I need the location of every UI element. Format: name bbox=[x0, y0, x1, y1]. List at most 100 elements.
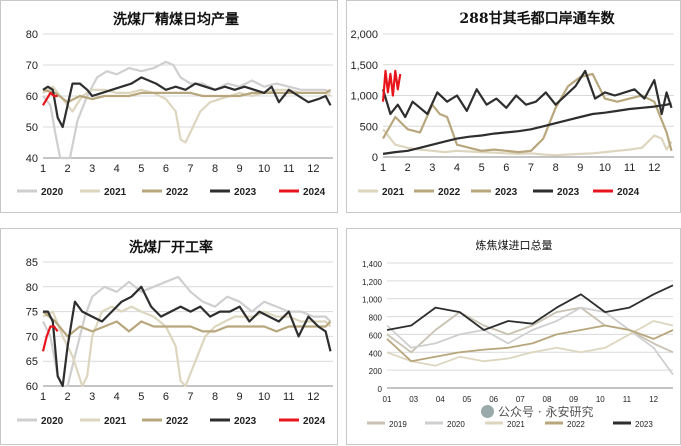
chart-title: 洗煤厂开工率 bbox=[129, 239, 213, 256]
y-tick-label: 70 bbox=[26, 60, 38, 72]
x-tick-label: 11 bbox=[283, 163, 294, 175]
series-line-2023 bbox=[382, 102, 672, 155]
x-tick-label: 12 bbox=[649, 395, 658, 404]
x-tick-label: 2 bbox=[405, 162, 411, 174]
y-tick-label: 400 bbox=[369, 349, 383, 358]
legend-label: 2023 bbox=[234, 416, 257, 427]
y-tick-label: 500 bbox=[360, 121, 378, 133]
chart-panel-daily-output: 洗煤厂精煤日均产量 80 70 60 50 40 1 2 3 4 5 6 7 8 9 10 11 12 2020 20… bbox=[0, 0, 338, 213]
x-tick-label: 9 bbox=[237, 391, 243, 403]
x-tick-label: 11 bbox=[624, 162, 635, 174]
legend-label: 2020 bbox=[447, 420, 465, 429]
x-tick-label: 2 bbox=[65, 391, 71, 403]
x-tick-label: 5 bbox=[138, 163, 144, 175]
series-line-2023 bbox=[43, 285, 332, 388]
y-tick-label: 40 bbox=[26, 153, 38, 165]
legend-label: 2023 bbox=[635, 420, 653, 429]
legend-label: 2022 bbox=[438, 187, 461, 198]
series-line-2021 bbox=[386, 320, 674, 367]
x-tick-label: 03 bbox=[409, 395, 418, 404]
x-tick-label: 1 bbox=[40, 163, 46, 175]
legend-label: 2024 bbox=[303, 416, 326, 427]
x-tick-label: 12 bbox=[307, 391, 319, 403]
series-line-2022 bbox=[382, 72, 673, 154]
series-line-2023 bbox=[386, 284, 674, 331]
legend-label: 2020 bbox=[41, 187, 64, 198]
x-tick-label: 6 bbox=[503, 162, 509, 174]
x-tick-label: 06 bbox=[489, 395, 498, 404]
x-tick-label: 12 bbox=[307, 163, 319, 175]
legend-label: 2021 bbox=[104, 187, 127, 198]
series-line-2023b bbox=[381, 69, 673, 119]
legend-label: 2023 bbox=[234, 187, 257, 198]
series-line-2021 bbox=[382, 128, 673, 157]
x-tick-label: 12 bbox=[648, 162, 660, 174]
y-tick-label: 1,200 bbox=[362, 278, 383, 287]
x-tick-label: 08 bbox=[543, 395, 552, 404]
y-tick-label: 1,500 bbox=[350, 60, 378, 72]
chart-title: 288甘其毛都口岸通车数 bbox=[459, 10, 615, 27]
series-line-2022 bbox=[42, 310, 332, 338]
series-line-2021 bbox=[42, 85, 332, 144]
x-tick-label: 7 bbox=[187, 391, 193, 403]
x-tick-label: 10 bbox=[258, 163, 270, 175]
legend-label: 2020 bbox=[41, 416, 64, 427]
x-tick-label: 1 bbox=[40, 391, 46, 403]
x-tick-label: 10 bbox=[258, 391, 270, 403]
y-tick-label: 80 bbox=[26, 282, 38, 294]
x-tick-label: 8 bbox=[212, 163, 218, 175]
series-line-2022 bbox=[42, 88, 332, 104]
y-tick-label: 0 bbox=[378, 385, 383, 394]
x-tick-label: 6 bbox=[163, 163, 169, 175]
chart-svg-coking-coal-imports: 炼焦煤进口总量 1,400 1,200 1,000 800 600 400 200 001 03 0… bbox=[362, 238, 674, 429]
chart-panel-port-trucks: 288甘其毛都口岸通车数 2,000 1,500 1,000 500 0 1 2 3 4 5 6 7 8 9… bbox=[346, 0, 681, 213]
x-tick-label: 9 bbox=[237, 163, 243, 175]
y-tick-label: 1,000 bbox=[362, 296, 383, 305]
x-tick-label: 7 bbox=[187, 163, 193, 175]
chart-panel-operating-rate: 洗煤厂开工率 85 80 75 70 65 60 1 2 3 4 5 6 7 8 9 10 11 12 2020 202… bbox=[0, 228, 338, 445]
y-tick-label: 2,000 bbox=[350, 29, 378, 41]
y-tick-label: 600 bbox=[369, 331, 383, 340]
x-tick-label: 3 bbox=[429, 162, 435, 174]
series-line-2024 bbox=[41, 325, 59, 352]
legend-label: 2019 bbox=[389, 420, 407, 429]
legend-label: 2021 bbox=[382, 187, 405, 198]
series-line-2021 bbox=[42, 305, 332, 388]
x-tick-label: 9 bbox=[577, 162, 583, 174]
x-tick-label: 4 bbox=[454, 162, 460, 174]
x-tick-label: 8 bbox=[553, 162, 559, 174]
y-tick-label: 0 bbox=[372, 152, 378, 164]
series-line-2020 bbox=[42, 60, 332, 160]
y-tick-label: 60 bbox=[26, 91, 38, 103]
x-tick-label: 11 bbox=[283, 391, 294, 403]
x-tick-label: 11 bbox=[623, 395, 632, 404]
y-tick-label: 70 bbox=[26, 331, 38, 343]
y-tick-label: 200 bbox=[369, 367, 383, 376]
x-tick-label: 5 bbox=[138, 391, 144, 403]
x-tick-label: 3 bbox=[89, 163, 95, 175]
y-tick-label: 1,000 bbox=[350, 91, 378, 103]
wechat-icon bbox=[481, 405, 494, 418]
legend-label: 2024 bbox=[617, 187, 640, 198]
y-tick-label: 50 bbox=[26, 122, 38, 134]
x-tick-label: 8 bbox=[212, 391, 218, 403]
chart-title: 洗煤厂精煤日均产量 bbox=[113, 11, 239, 28]
legend-label: 2022 bbox=[567, 420, 585, 429]
x-tick-label: 1 bbox=[380, 162, 386, 174]
x-tick-label: 3 bbox=[89, 391, 95, 403]
series-line-2020 bbox=[42, 275, 332, 388]
series-line-2023 bbox=[42, 76, 332, 129]
legend-label: 2021 bbox=[507, 420, 525, 429]
y-tick-label: 65 bbox=[26, 356, 38, 368]
x-tick-label: 09 bbox=[569, 395, 578, 404]
watermark: 公众号 · 永安研究 bbox=[478, 402, 597, 421]
x-tick-label: 2 bbox=[65, 163, 71, 175]
chart-title: 炼焦煤进口总量 bbox=[476, 238, 553, 252]
y-tick-label: 800 bbox=[369, 314, 383, 323]
y-tick-label: 75 bbox=[26, 307, 38, 319]
series-line-2024 bbox=[381, 69, 402, 102]
x-tick-label: 6 bbox=[163, 391, 169, 403]
x-tick-label: 04 bbox=[436, 395, 445, 404]
